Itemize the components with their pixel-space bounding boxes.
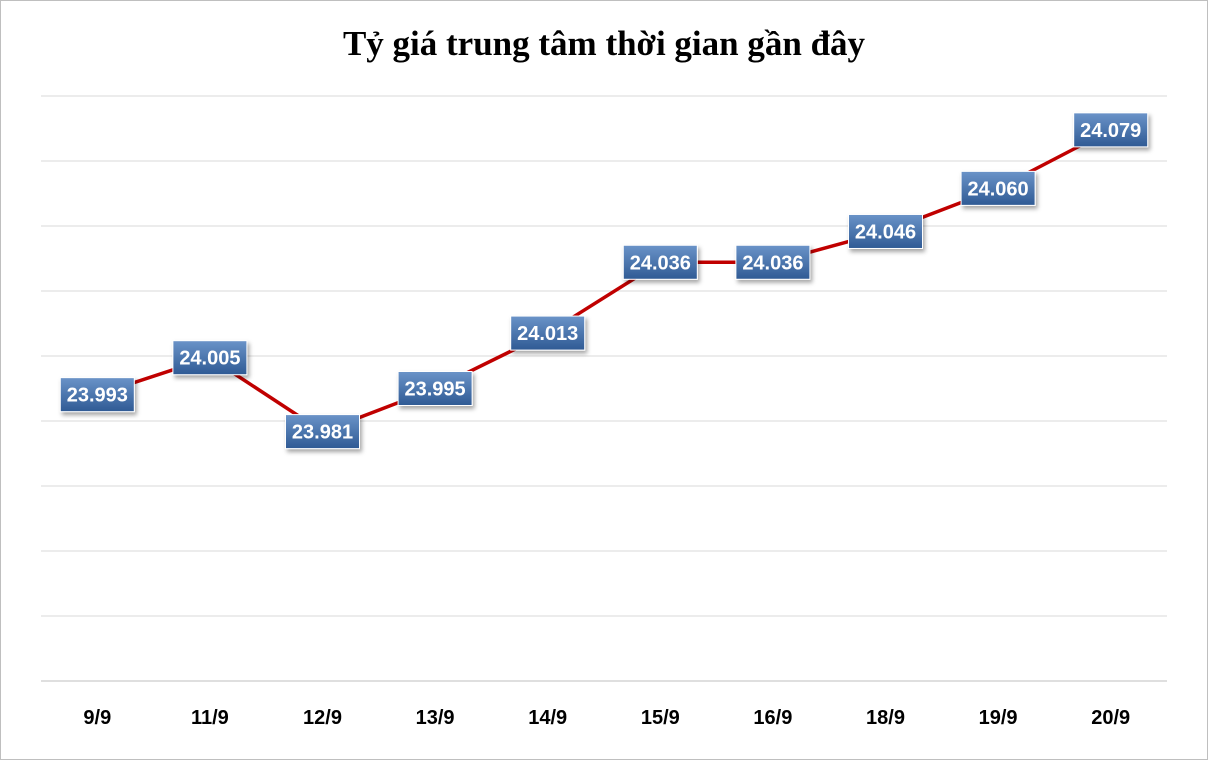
x-tick-label: 18/9 [866, 707, 905, 729]
data-label-box [735, 244, 811, 280]
data-label-text: 24.013 [517, 323, 578, 345]
data-label: 23.993 [59, 377, 135, 413]
data-label: 24.036 [735, 244, 811, 280]
data-label-text: 24.046 [855, 221, 916, 243]
data-label: 24.013 [510, 315, 586, 351]
data-label-text: 24.036 [742, 252, 803, 274]
data-labels: 23.993 24.005 23.981 23.995 24.013 24.036 24.0… [59, 112, 1149, 450]
chart-title: Tỷ giá trung tâm thời gian gần đây [342, 24, 866, 63]
data-label-text: 24.079 [1080, 120, 1141, 142]
gridlines [41, 95, 1167, 682]
data-label-box [510, 315, 586, 351]
data-label: 24.060 [960, 170, 1036, 206]
data-label-text: 24.036 [630, 252, 691, 274]
data-label-box [622, 244, 698, 280]
data-label-box [1073, 112, 1149, 148]
series-line [95, 128, 1113, 434]
x-axis: 9/9 11/9 12/9 13/9 14/9 15/9 16/9 18/9 19/9 20/9 [83, 707, 1130, 729]
data-label: 24.005 [172, 340, 248, 376]
data-label-box [848, 213, 923, 249]
x-tick-label: 13/9 [416, 707, 455, 729]
data-label-box [285, 414, 360, 450]
data-label-text: 23.993 [67, 385, 128, 407]
data-label: 24.079 [1073, 112, 1149, 148]
x-tick-label: 15/9 [641, 707, 680, 729]
data-label-text: 23.995 [405, 379, 466, 401]
x-tick-label: 20/9 [1091, 707, 1130, 729]
x-tick-label: 11/9 [191, 707, 229, 729]
data-label: 23.981 [285, 414, 360, 450]
x-tick-label: 14/9 [528, 707, 567, 729]
data-label-box [397, 371, 473, 406]
data-label-text: 24.060 [968, 178, 1029, 200]
data-label: 23.995 [397, 371, 473, 406]
x-tick-label: 9/9 [83, 707, 111, 729]
data-label: 24.046 [848, 213, 923, 249]
x-tick-label: 19/9 [979, 707, 1018, 729]
data-label-box [172, 340, 248, 376]
x-tick-label: 16/9 [753, 707, 792, 729]
x-tick-label: 12/9 [303, 707, 342, 729]
data-label-box [960, 170, 1036, 206]
data-label-box [59, 377, 135, 413]
data-label-text: 23.981 [292, 422, 353, 444]
data-label-text: 24.005 [179, 348, 240, 370]
data-label: 24.036 [622, 244, 698, 280]
